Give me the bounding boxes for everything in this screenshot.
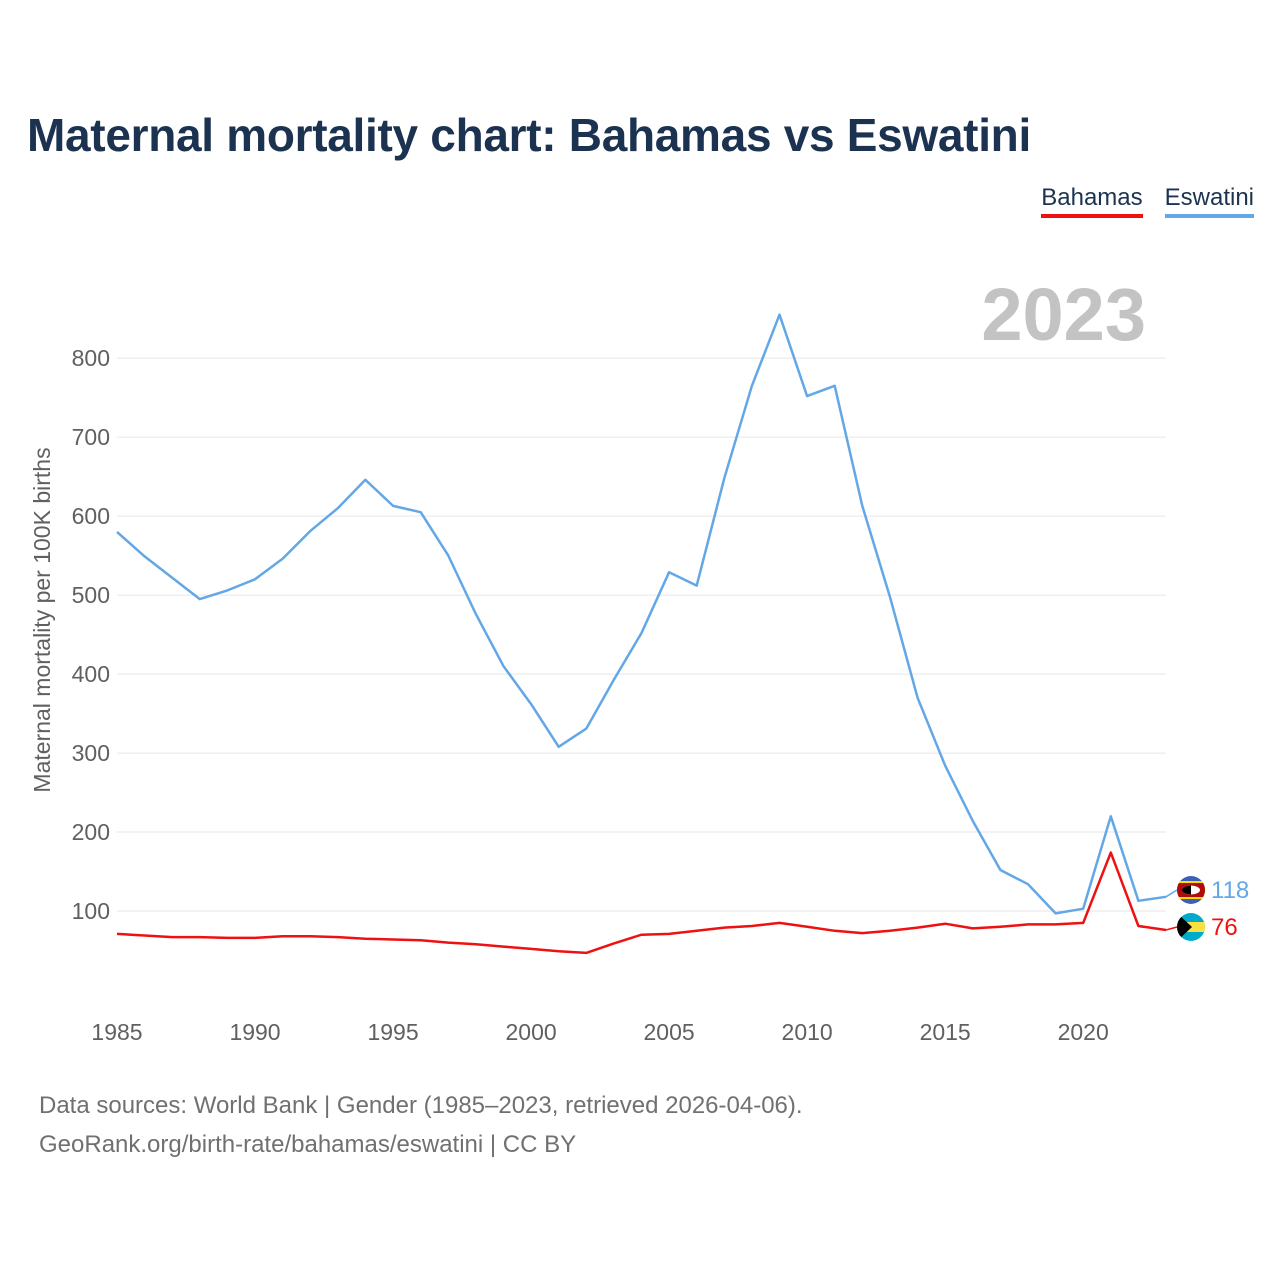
legend-item-eswatini[interactable]: Eswatini (1164, 184, 1254, 218)
y-tick-label-500: 500 (72, 582, 110, 608)
end-connector-eswatini (1165, 889, 1178, 898)
y-tick-label-800: 800 (72, 345, 110, 371)
chart-legend: Bahamas Eswatini (1041, 184, 1254, 218)
footer: Data sources: World Bank | Gender (1985–… (39, 1086, 803, 1164)
x-tick-label-2015: 2015 (920, 1019, 971, 1045)
y-tick-label-100: 100 (72, 898, 110, 924)
x-tick-label-2000: 2000 (505, 1019, 556, 1045)
end-value-label-eswatini: 118 (1211, 877, 1249, 904)
y-tick-label-600: 600 (72, 503, 110, 529)
footer-sources: Data sources: World Bank | Gender (1985–… (39, 1092, 803, 1119)
end-connector-bahamas (1165, 926, 1178, 931)
eswatini-flag-icon (1177, 876, 1205, 904)
series-line-eswatini[interactable] (116, 313, 1167, 915)
bahamas-flag-icon (1177, 913, 1205, 941)
x-tick-label-1990: 1990 (229, 1019, 280, 1045)
end-value-label-bahamas: 76 (1211, 914, 1238, 941)
y-axis-label: Maternal mortality per 100K births (29, 447, 55, 792)
x-tick-label-1985: 1985 (91, 1019, 142, 1045)
x-tick-label-2005: 2005 (644, 1019, 695, 1045)
x-tick-label-1995: 1995 (367, 1019, 418, 1045)
x-tick-label-2020: 2020 (1058, 1019, 1109, 1045)
y-tick-label-400: 400 (72, 661, 110, 687)
y-tick-label-700: 700 (72, 424, 110, 450)
legend-item-bahamas[interactable]: Bahamas (1041, 184, 1143, 218)
x-tick-label-2010: 2010 (782, 1019, 833, 1045)
year-label: 2023 (981, 273, 1146, 356)
y-tick-label-200: 200 (72, 819, 110, 845)
footer-link[interactable]: GeoRank.org/birth-rate/bahamas/eswatini … (39, 1131, 577, 1158)
page-title: Maternal mortality chart: Bahamas vs Esw… (27, 109, 1031, 161)
series-line-bahamas[interactable] (116, 851, 1167, 955)
y-tick-label-300: 300 (72, 740, 110, 766)
